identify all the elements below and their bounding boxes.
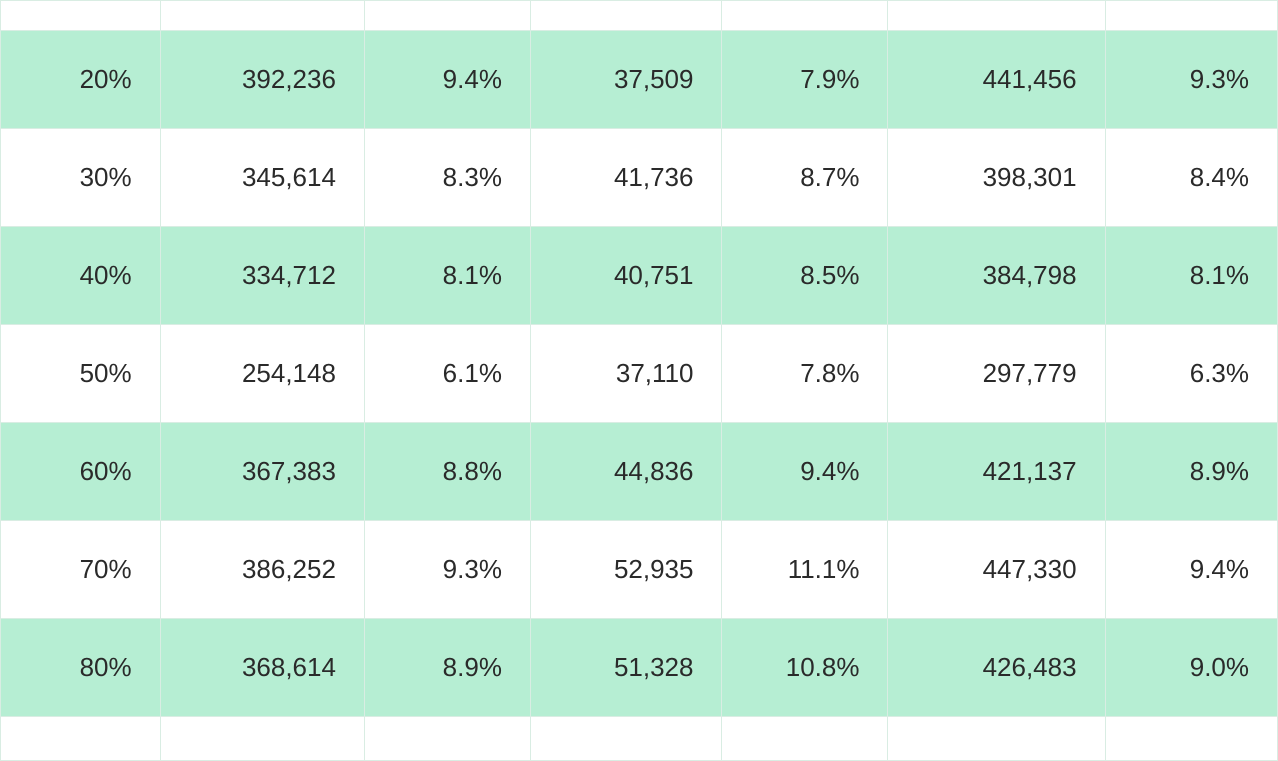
- table-cell: [1, 717, 161, 761]
- table-cell: 6.3%: [1105, 325, 1277, 423]
- table-row: 20% 392,236 9.4% 37,509 7.9% 441,456 9.3…: [1, 31, 1278, 129]
- table-cell: 11.1%: [722, 521, 888, 619]
- table-cell: 8.5%: [722, 227, 888, 325]
- table-cell: [1105, 1, 1277, 31]
- table-cell: 6.1%: [364, 325, 530, 423]
- table-cell: 20%: [1, 31, 161, 129]
- table-cell: 37,110: [530, 325, 722, 423]
- table-cell: 334,712: [160, 227, 364, 325]
- table-cell: 41,736: [530, 129, 722, 227]
- table-row-partial-top: [1, 1, 1278, 31]
- table-cell: [722, 717, 888, 761]
- table-cell: 52,935: [530, 521, 722, 619]
- table-cell: 7.9%: [722, 31, 888, 129]
- table-cell: 8.9%: [1105, 423, 1277, 521]
- table-cell: 10.8%: [722, 619, 888, 717]
- table-cell: [160, 717, 364, 761]
- table-cell: [1, 1, 161, 31]
- table-row: 40% 334,712 8.1% 40,751 8.5% 384,798 8.1…: [1, 227, 1278, 325]
- table-cell: 392,236: [160, 31, 364, 129]
- table-cell: 7.8%: [722, 325, 888, 423]
- table-cell: 8.1%: [1105, 227, 1277, 325]
- table-cell: 8.1%: [364, 227, 530, 325]
- data-table: 20% 392,236 9.4% 37,509 7.9% 441,456 9.3…: [0, 0, 1278, 761]
- table-cell: 297,779: [888, 325, 1105, 423]
- table-row: 50% 254,148 6.1% 37,110 7.8% 297,779 6.3…: [1, 325, 1278, 423]
- table-cell: 50%: [1, 325, 161, 423]
- table-cell: [364, 717, 530, 761]
- table-cell: 40%: [1, 227, 161, 325]
- table-cell: 9.3%: [1105, 31, 1277, 129]
- table-cell: 37,509: [530, 31, 722, 129]
- table-cell: [530, 1, 722, 31]
- table-cell: 40,751: [530, 227, 722, 325]
- table-cell: 384,798: [888, 227, 1105, 325]
- table-cell: 421,137: [888, 423, 1105, 521]
- table-cell: 30%: [1, 129, 161, 227]
- table-cell: 8.9%: [364, 619, 530, 717]
- table-cell: 254,148: [160, 325, 364, 423]
- table-cell: 368,614: [160, 619, 364, 717]
- table-cell: 51,328: [530, 619, 722, 717]
- table-cell: 8.3%: [364, 129, 530, 227]
- table-cell: [722, 1, 888, 31]
- table-cell: 345,614: [160, 129, 364, 227]
- table-cell: 8.8%: [364, 423, 530, 521]
- table-cell: 60%: [1, 423, 161, 521]
- table-cell: [888, 717, 1105, 761]
- table-cell: 9.3%: [364, 521, 530, 619]
- table-cell: [1105, 717, 1277, 761]
- table-cell: 441,456: [888, 31, 1105, 129]
- table-cell: 398,301: [888, 129, 1105, 227]
- table-cell: 426,483: [888, 619, 1105, 717]
- table-cell: [160, 1, 364, 31]
- table-row: 80% 368,614 8.9% 51,328 10.8% 426,483 9.…: [1, 619, 1278, 717]
- table-cell: 70%: [1, 521, 161, 619]
- table-row: 30% 345,614 8.3% 41,736 8.7% 398,301 8.4…: [1, 129, 1278, 227]
- table-cell: 386,252: [160, 521, 364, 619]
- table-cell: [364, 1, 530, 31]
- table-row: 60% 367,383 8.8% 44,836 9.4% 421,137 8.9…: [1, 423, 1278, 521]
- table-cell: [530, 717, 722, 761]
- table-cell: 8.4%: [1105, 129, 1277, 227]
- table-cell: 44,836: [530, 423, 722, 521]
- table-cell: 447,330: [888, 521, 1105, 619]
- table-row: 70% 386,252 9.3% 52,935 11.1% 447,330 9.…: [1, 521, 1278, 619]
- table-row-partial-bottom: [1, 717, 1278, 761]
- table-cell: 9.0%: [1105, 619, 1277, 717]
- table-cell: 80%: [1, 619, 161, 717]
- table-cell: 9.4%: [1105, 521, 1277, 619]
- table-cell: [888, 1, 1105, 31]
- table-cell: 8.7%: [722, 129, 888, 227]
- table-cell: 9.4%: [722, 423, 888, 521]
- table-body: 20% 392,236 9.4% 37,509 7.9% 441,456 9.3…: [1, 1, 1278, 761]
- table-cell: 9.4%: [364, 31, 530, 129]
- table-cell: 367,383: [160, 423, 364, 521]
